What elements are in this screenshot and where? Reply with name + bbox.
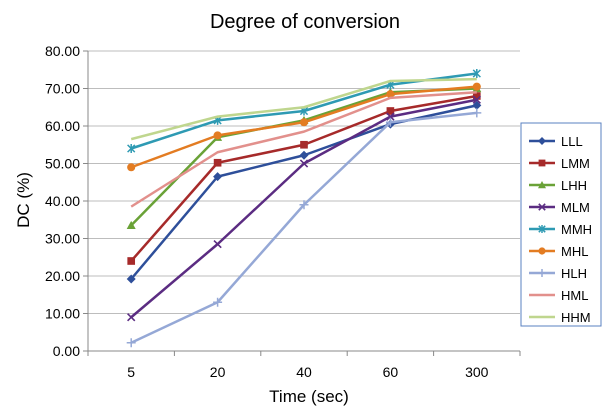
legend-label: MLM (561, 200, 590, 215)
data-point (538, 181, 546, 189)
data-point (213, 131, 222, 140)
chart-title: Degree of conversion (210, 11, 400, 33)
legend-label: HHM (561, 310, 591, 325)
y-tick-label: 10.00 (45, 306, 80, 322)
marker-stroke (386, 112, 395, 121)
legend-item-mlm: MLM (529, 200, 590, 215)
series-lll (126, 100, 482, 284)
series-line (130, 77, 477, 141)
x-tick-label: 60 (383, 364, 399, 380)
data-point (386, 107, 395, 115)
series-mhl (127, 82, 481, 172)
data-point (385, 117, 395, 127)
data-point (213, 239, 222, 249)
marker-stroke (538, 203, 546, 211)
data-point (299, 159, 309, 168)
data-point (127, 257, 136, 265)
data-point (538, 137, 546, 145)
legend-label: HLH (561, 266, 587, 281)
series-lmm (127, 92, 481, 265)
legend-label: LMM (561, 156, 590, 171)
data-point (126, 338, 136, 348)
series-mlm (127, 95, 481, 322)
y-tick-label: 50.00 (45, 156, 80, 172)
data-point (472, 82, 481, 91)
data-point (386, 112, 395, 121)
y-tick-label: 20.00 (45, 268, 80, 284)
legend-label: LHH (561, 178, 587, 193)
legend-box (520, 122, 602, 327)
data-point (472, 108, 482, 118)
data-point (538, 269, 546, 277)
x-tick-label: 20 (210, 364, 226, 380)
data-point (472, 69, 481, 78)
data-point (127, 163, 136, 172)
legend-item-lmm: LMM (529, 156, 590, 171)
data-point (213, 297, 223, 307)
legend-item-lll: LLL (529, 134, 583, 149)
series-line (130, 91, 477, 208)
x-tick-label: 5 (127, 364, 135, 380)
data-point (126, 220, 136, 229)
data-point (126, 274, 136, 284)
data-point (299, 150, 309, 160)
data-point (300, 140, 308, 149)
y-tick-label: 60.00 (45, 118, 80, 134)
data-point (213, 158, 222, 167)
data-point (538, 159, 546, 167)
legend-item-hlh: HLH (529, 266, 587, 281)
x-axis-label: Time (sec) (269, 387, 349, 406)
series-hml (130, 91, 477, 208)
legend-label: HML (561, 288, 588, 303)
legend-item-hhm: HHM (529, 310, 591, 325)
y-axis-label: DC (%) (14, 172, 33, 228)
x-tick-label: 300 (465, 364, 489, 380)
legend: LLL LMM LHH MLM MMH MHL HLH HML HHM (520, 122, 602, 327)
legend-label: MHL (561, 244, 588, 259)
data-point (538, 225, 546, 233)
data-point (386, 90, 395, 99)
data-point (538, 203, 546, 211)
legend-item-mmh: MMH (529, 222, 592, 237)
data-point (127, 313, 136, 322)
series-hhm (130, 77, 477, 141)
y-tick-label: 80.00 (45, 43, 80, 59)
x-tick-label: 40 (296, 364, 312, 380)
y-tick-label: 40.00 (45, 193, 80, 209)
data-point (299, 200, 309, 210)
legend-label: MMH (561, 222, 592, 237)
data-point (127, 144, 136, 153)
legend-item-hml: HML (529, 288, 588, 303)
series-hlh (126, 108, 482, 348)
y-tick-label: 30.00 (45, 231, 80, 247)
legend-label: LLL (561, 134, 583, 149)
data-point (299, 118, 309, 127)
data-point (213, 172, 223, 182)
axes: 0.00 10.00 20.00 30.00 40.00 50.00 60.00 70.00 8… (45, 43, 521, 380)
marker-stroke (299, 159, 309, 168)
data-point (472, 95, 481, 104)
legend-item-lhh: LHH (529, 178, 587, 193)
y-tick-label: 70.00 (45, 81, 80, 97)
marker-stroke (127, 313, 136, 322)
data-point (538, 247, 546, 255)
marker-stroke (472, 95, 481, 104)
y-tick-label: 0.00 (53, 343, 80, 359)
series-group (126, 69, 482, 348)
marker-stroke (213, 239, 222, 249)
series-mmh (127, 69, 481, 153)
legend-item-mhl: MHL (529, 244, 588, 259)
data-point (472, 92, 481, 100)
